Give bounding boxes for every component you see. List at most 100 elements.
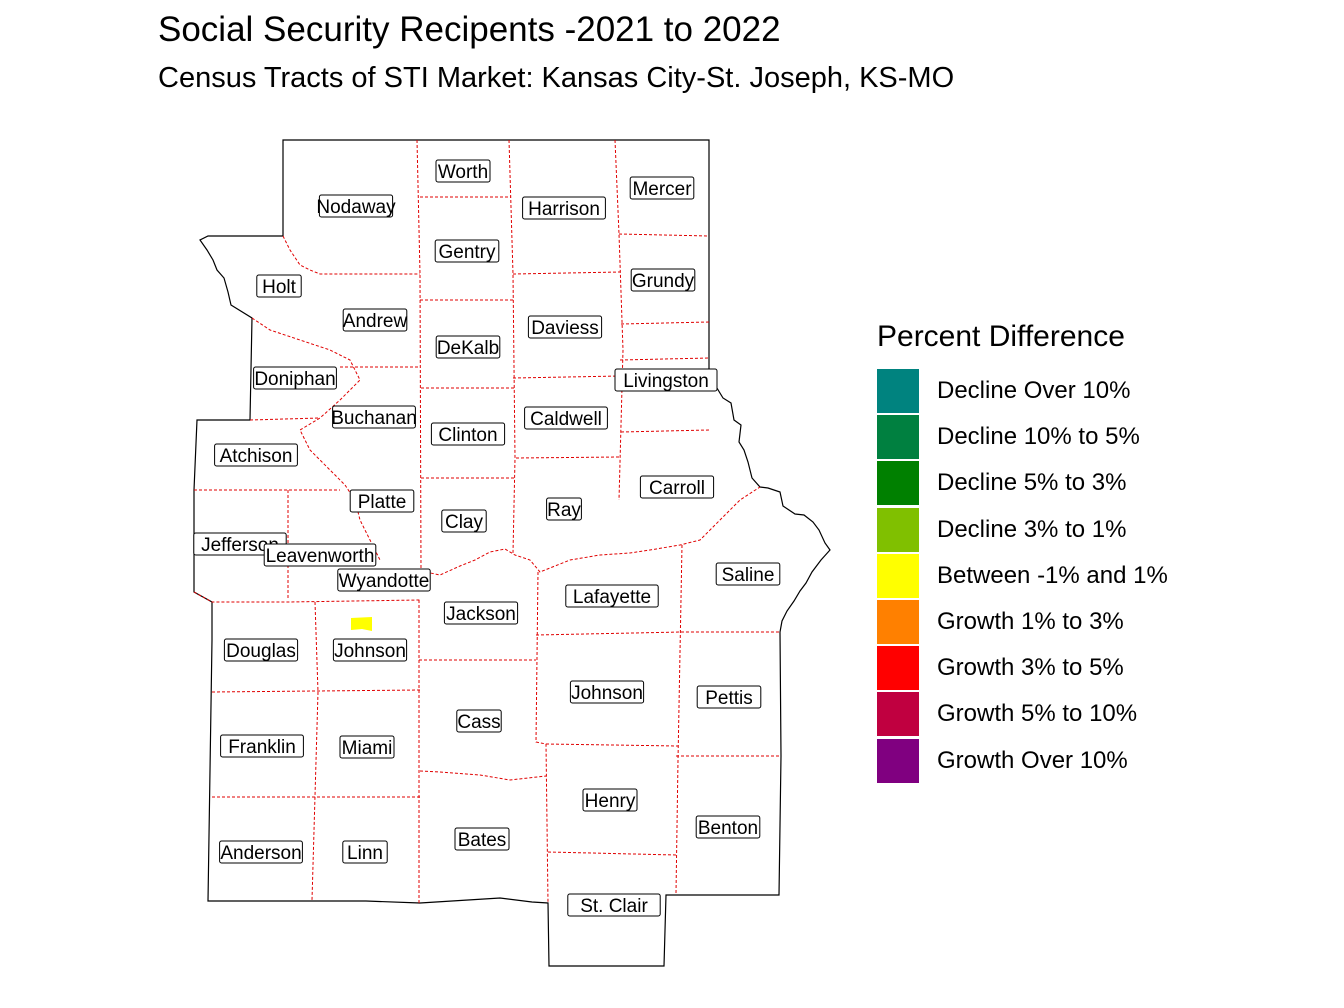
county-label-box (318, 194, 394, 218)
legend-label: Growth 5% to 10% (937, 700, 1138, 728)
county-label-box (454, 827, 510, 851)
county-name: Douglas (226, 641, 296, 662)
county-name: Cass (457, 712, 500, 733)
county-name: Lafayette (573, 587, 651, 608)
legend-swatch (877, 461, 919, 506)
county-name: Johnson (571, 683, 643, 704)
county-label-box (332, 638, 408, 662)
market-outline (193, 139, 831, 967)
county-name: DeKalb (437, 338, 499, 359)
map-title: Social Security Recipents -2021 to 2022 (158, 10, 781, 49)
county-label: Miami (339, 735, 395, 759)
county-name: Clinton (438, 425, 497, 446)
county-label-box (342, 840, 388, 864)
county-label-box (441, 509, 487, 533)
county-name: Grundy (632, 271, 695, 292)
county-name: Anderson (220, 843, 301, 864)
legend-title: Percent Difference (877, 320, 1125, 353)
county-label-box (256, 274, 302, 298)
county-label: Anderson (219, 840, 303, 864)
county-label-box (629, 176, 695, 200)
county-label: Jefferson (193, 532, 287, 556)
county-label: Gentry (434, 239, 500, 263)
county-label-box (524, 406, 608, 430)
county-name: Pettis (705, 688, 753, 709)
county-name: Platte (358, 492, 407, 513)
county-label: Holt (256, 274, 302, 298)
county-label: Harrison (522, 196, 606, 220)
county-label-box (630, 268, 696, 292)
legend-swatch (877, 507, 919, 552)
county-label-box (639, 475, 715, 499)
county-label-box (349, 489, 415, 513)
county-label: Bates (454, 827, 510, 851)
county-label-box (565, 584, 659, 608)
county-label: Franklin (220, 734, 304, 758)
county-label-box (253, 366, 337, 390)
county-label-box (342, 308, 408, 332)
legend-swatch (877, 646, 919, 691)
county-label: Clay (441, 509, 487, 533)
county-name: Mercer (632, 179, 692, 200)
legend-item: Decline 3% to 1% (877, 507, 1168, 553)
county-name: Clay (445, 512, 484, 533)
county-name: Carroll (649, 478, 705, 499)
county-label-box (569, 680, 645, 704)
county-label: Lafayette (565, 584, 659, 608)
county-map: Worth Mercer Nodaway Harrison Gentry Grundy Ho… (193, 139, 831, 967)
legend-item: Decline 10% to 5% (877, 414, 1168, 460)
county-label: Buchanan (331, 405, 417, 429)
county-label: Carroll (639, 475, 715, 499)
county-label-box (614, 368, 718, 392)
county-name: St. Clair (580, 896, 648, 917)
county-label: Platte (349, 489, 415, 513)
county-label-box (223, 638, 299, 662)
county-name: Henry (585, 791, 636, 812)
map-subtitle: Census Tracts of STI Market: Kansas City… (158, 62, 955, 94)
legend-label: Growth Over 10% (937, 746, 1128, 774)
legend-swatch (877, 415, 919, 460)
county-name: Gentry (438, 242, 496, 263)
county-label: Grundy (630, 268, 696, 292)
legend: Percent Difference Decline Over 10% Decli… (877, 320, 1168, 784)
legend-item: Growth Over 10% (877, 738, 1168, 784)
county-label: Wyandotte (337, 568, 431, 592)
county-label-box (527, 315, 603, 339)
legend-item: Between -1% and 1% (877, 553, 1168, 599)
county-label-box (430, 422, 506, 446)
legend-label: Decline 10% to 5% (937, 423, 1140, 451)
county-label: Nodaway (316, 194, 396, 218)
county-name: Ray (547, 500, 581, 521)
legend-swatch (877, 692, 919, 737)
legend-item: Decline Over 10% (877, 368, 1168, 414)
legend-label: Decline Over 10% (937, 377, 1131, 405)
county-label-box (214, 443, 298, 467)
county-label: Linn (342, 840, 388, 864)
county-label: Mercer (629, 176, 695, 200)
county-label: Livingston (614, 368, 718, 392)
county-label: Johnson (569, 680, 645, 704)
county-name: Saline (722, 565, 775, 586)
county-label-box (715, 562, 781, 586)
county-label: Jackson (443, 601, 519, 625)
county-label: St. Clair (567, 893, 661, 917)
legend-label: Decline 3% to 1% (937, 515, 1127, 543)
legend-label: Between -1% and 1% (937, 561, 1168, 589)
county-name: Livingston (623, 371, 709, 392)
county-label: Henry (582, 788, 638, 812)
county-name: Jefferson (201, 535, 279, 556)
county-name: Daviess (531, 318, 599, 339)
county-label: Saline (715, 562, 781, 586)
county-label: Doniphan (253, 366, 337, 390)
county-label-box (339, 735, 395, 759)
legend-swatch (877, 553, 919, 598)
county-name: Andrew (343, 311, 408, 332)
county-name: Jackson (446, 604, 516, 625)
legend-item: Decline 5% to 3% (877, 460, 1168, 506)
legend-item: Growth 1% to 3% (877, 599, 1168, 645)
county-label: Johnson (332, 638, 408, 662)
county-name: Doniphan (254, 369, 335, 390)
county-label: Cass (456, 709, 502, 733)
county-label-box (263, 543, 377, 567)
county-label-box (443, 601, 519, 625)
